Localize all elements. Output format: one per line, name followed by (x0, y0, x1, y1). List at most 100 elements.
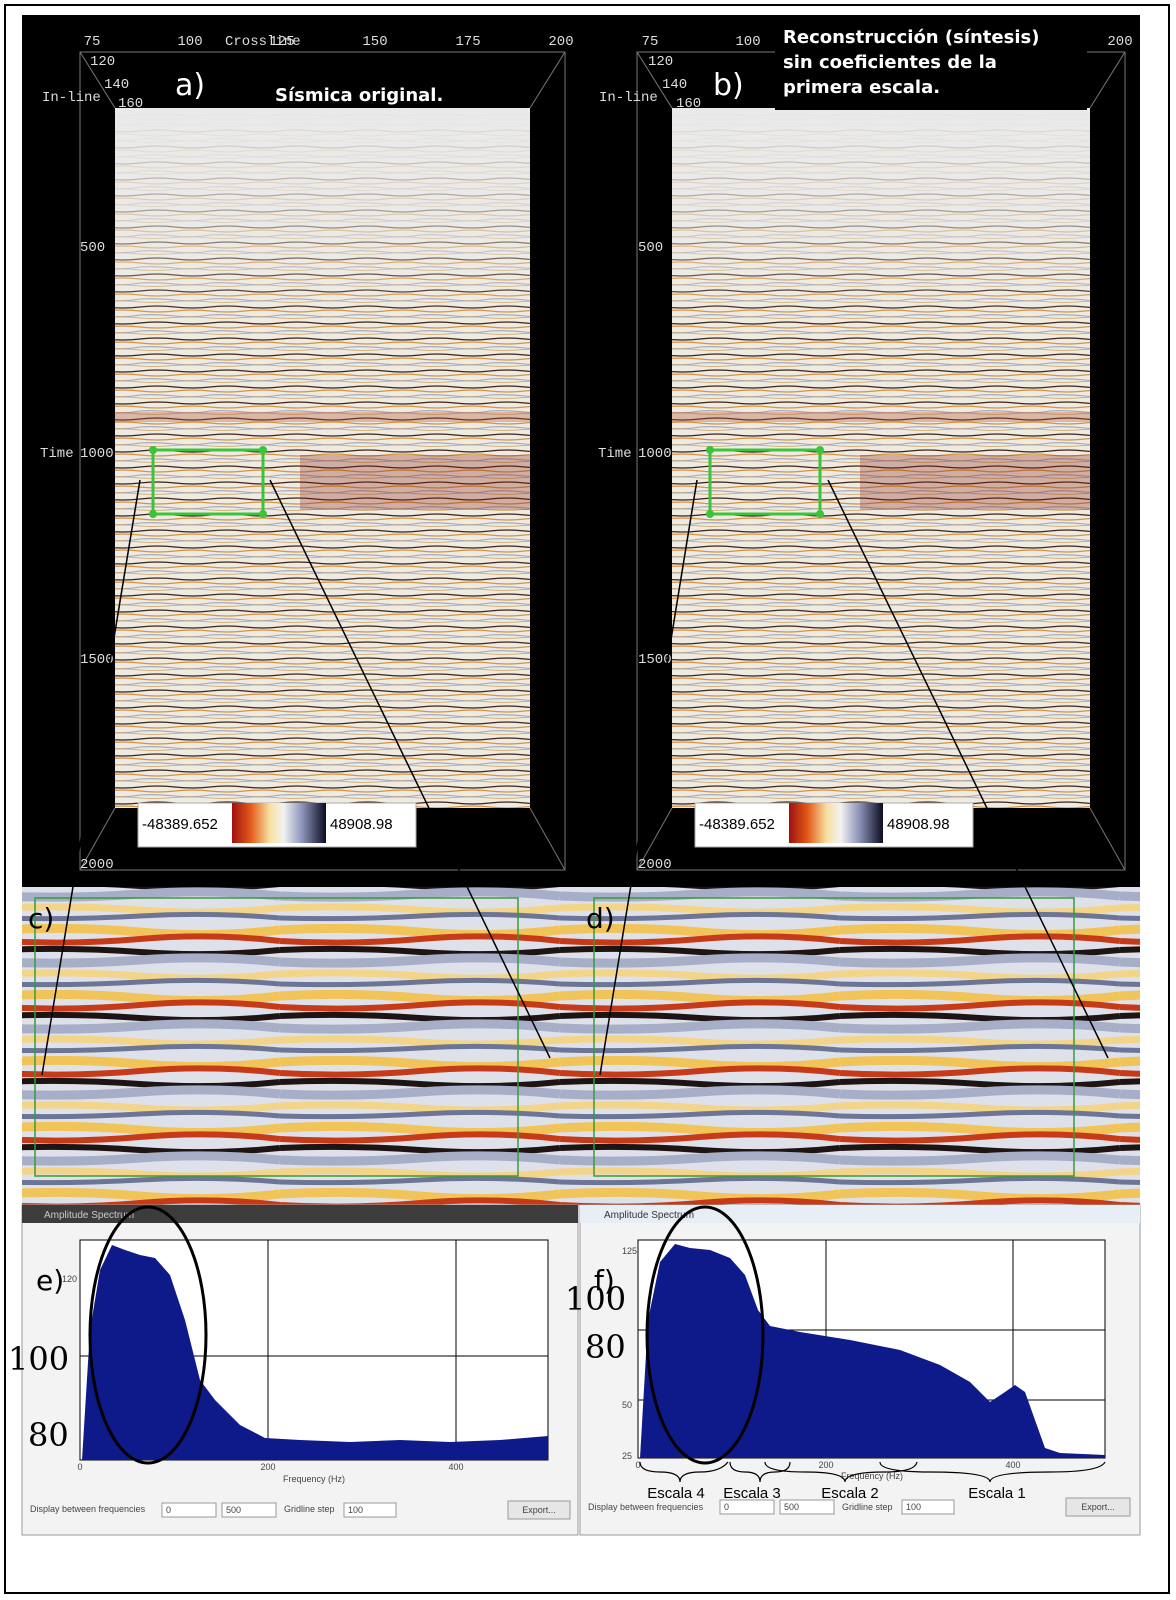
crossline-tick: 200 (548, 34, 573, 50)
seismic-fade (672, 108, 1090, 808)
inline-tick: 140 (104, 77, 129, 93)
overlay-tick: 80 (585, 1328, 626, 1366)
time-tick: 1000 (638, 446, 672, 462)
colorbar (232, 803, 326, 843)
zoom-box-handles (706, 446, 824, 518)
inline-label: In-line (42, 90, 101, 106)
y-tick: 120 (62, 1274, 77, 1284)
box-edge (636, 51, 673, 109)
scale-braces (639, 1461, 1106, 1483)
window-title: Amplitude Spectrum (604, 1210, 694, 1221)
time-tick: 2000 (80, 857, 114, 873)
input[interactable] (719, 1499, 775, 1515)
y-tick: 125 (622, 1246, 637, 1256)
highlight-ellipse (88, 1205, 208, 1465)
panel-label: f) (594, 1264, 615, 1297)
time-tick: 500 (638, 240, 663, 256)
colorbar-min: -48389.652 (142, 816, 218, 833)
y-tick: 25 (622, 1451, 632, 1461)
panel-f: Amplitude Spectrum f) 125 50 25 100 80 0… (565, 1204, 1141, 1536)
panel-label: b) (713, 68, 744, 103)
colorbar (789, 803, 883, 843)
spectrum (82, 1245, 548, 1460)
input-value: 0 (724, 1502, 729, 1512)
input[interactable] (901, 1499, 955, 1515)
y-tick: 50 (622, 1400, 632, 1410)
button-label: Export... (1081, 1502, 1115, 1512)
x-label: Frequency (Hz) (283, 1474, 345, 1484)
panel-title: Sísmica original. (275, 85, 443, 106)
x-tick: 0 (77, 1462, 82, 1472)
input[interactable] (161, 1502, 217, 1518)
time-tick: 1000 (80, 446, 114, 462)
scale-label: Escala 4 (647, 1485, 705, 1502)
zoomed-section (22, 887, 580, 1205)
highlight-ellipse (645, 1205, 765, 1465)
x-tick: 400 (1005, 1460, 1020, 1470)
inline-tick: 120 (90, 54, 115, 70)
panel-label: a) (175, 68, 205, 103)
seismic-event (300, 455, 530, 510)
box-frame (79, 51, 566, 871)
export-button[interactable] (507, 1500, 571, 1520)
scale-label: Escala 2 (821, 1485, 879, 1502)
overlay-tick: 100 (565, 1280, 626, 1318)
overlay-tick: 100 (8, 1340, 69, 1378)
input[interactable] (221, 1502, 277, 1518)
time-label: Time (598, 446, 632, 462)
box-edge (636, 807, 673, 871)
control-label: Gridline step (284, 1504, 335, 1514)
inline-tick: 120 (648, 54, 673, 70)
inline-label: In-line (599, 90, 658, 106)
colorbar-max: 48908.98 (330, 816, 393, 833)
input-value: 0 (166, 1505, 171, 1515)
input-value: 100 (348, 1505, 363, 1515)
panel-d: d) (580, 887, 1140, 1205)
crossline-tick: 75 (642, 34, 659, 50)
panel-title-line: Reconstrucción (síntesis) (783, 27, 1039, 48)
panel-a: 75 100 Crossline 125 150 175 200 120 140… (40, 34, 574, 873)
x-tick: 200 (818, 1460, 833, 1470)
seismic-fade (115, 108, 530, 808)
input[interactable] (343, 1502, 397, 1518)
panel-label: c) (28, 902, 54, 935)
input[interactable] (779, 1499, 835, 1515)
box-edge (529, 51, 566, 109)
zoom-box-handles (149, 446, 267, 518)
box-edge (1089, 807, 1126, 871)
title-backdrop (775, 20, 1087, 110)
crossline-tick: 125 (269, 34, 294, 50)
window-title: Amplitude Spectrum (44, 1210, 134, 1221)
time-tick: 1500 (80, 652, 114, 668)
panel-b: 75 100 200 120 140 160 In-line b) Recons… (598, 20, 1133, 873)
time-tick: 500 (80, 240, 105, 256)
crossline-tick: 100 (177, 34, 202, 50)
control-label: Gridline step (842, 1502, 893, 1512)
box-edge (79, 807, 116, 871)
zoom-box (151, 448, 265, 516)
x-tick: 400 (448, 1462, 463, 1472)
x-tick: 0 (635, 1460, 640, 1470)
time-tick: 2000 (638, 857, 672, 873)
box-edge (1089, 51, 1126, 109)
window-titlebar (580, 1205, 1140, 1223)
seismic-event (115, 412, 530, 422)
inline-tick: 140 (662, 77, 687, 93)
input-value: 500 (226, 1505, 241, 1515)
box-edge (79, 51, 116, 109)
crossline-tick: 150 (362, 34, 387, 50)
crossline-tick: 200 (1107, 34, 1132, 50)
crossline-tick: 100 (735, 34, 760, 50)
inline-tick: 160 (676, 96, 701, 112)
box-edge (529, 807, 566, 871)
panel-title-line: sin coeficientes de la (783, 52, 997, 73)
crossline-tick: 75 (84, 34, 101, 50)
x-label: Frequency (Hz) (841, 1471, 903, 1481)
time-tick: 1500 (638, 652, 672, 668)
crossline-tick: 175 (455, 34, 480, 50)
overlay-tick: 80 (28, 1416, 69, 1454)
export-button[interactable] (1065, 1497, 1131, 1517)
colorbar-min: -48389.652 (699, 816, 775, 833)
zoom-frame (34, 897, 519, 1177)
control-label: Display between frequencies (30, 1504, 146, 1514)
